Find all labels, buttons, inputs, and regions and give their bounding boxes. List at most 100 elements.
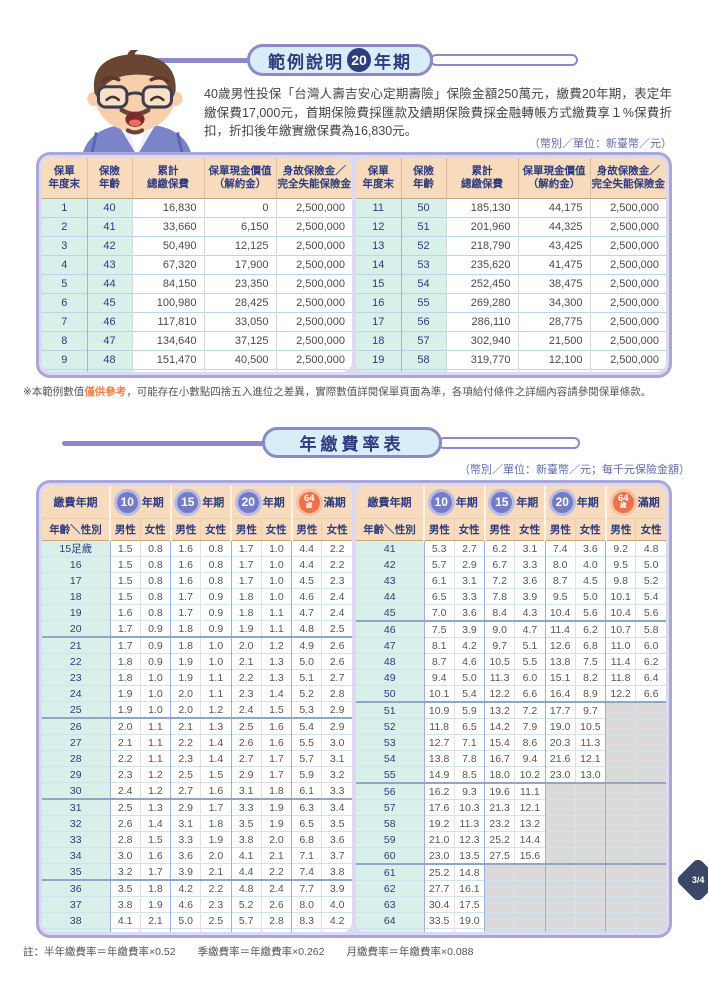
age-cell: 15足歲: [42, 540, 110, 557]
rate-row: 53 12.7 7.1 15.4 8.6 20.3 11.3: [356, 734, 666, 751]
rate-cell: 4.4: [290, 556, 322, 573]
rate-cell: 10.5: [574, 718, 606, 735]
age-cell: 26: [42, 717, 110, 735]
cash-value-cell: 44,325: [517, 217, 590, 237]
rate-cell: 1.7: [139, 863, 171, 881]
age-cell: 44: [356, 588, 424, 605]
policy-year-cell: 4: [42, 255, 87, 275]
rate-cell: 12.1: [514, 799, 545, 816]
rate-cell: 1.7: [169, 604, 201, 621]
rate-cell: 1.8: [230, 588, 262, 605]
insured-age-cell: 42: [86, 236, 132, 256]
example-section-title: 範例說明 20 年期: [247, 44, 433, 76]
rate-cell: 9.7: [483, 637, 515, 654]
rate-cell: [574, 928, 606, 932]
rate-cell: 2.4: [321, 604, 352, 621]
cumulative-premium-cell: 218,790: [445, 236, 518, 256]
death-benefit-cell: 2,500,000: [275, 217, 352, 237]
rate-cell: [544, 928, 576, 932]
gender-header: 男性: [543, 518, 576, 541]
age-cell: 30: [42, 782, 110, 800]
rate-cell: [544, 847, 576, 865]
age-cell: 57: [356, 799, 424, 816]
rate-cell: 1.1: [139, 734, 171, 751]
age-cell: 48: [356, 653, 424, 670]
page-number-badge: 3/4: [675, 857, 708, 903]
rate-cell: 1.8: [169, 636, 201, 654]
rate-cell: 2.3: [230, 685, 262, 702]
rate-cell: 7.7: [290, 879, 322, 897]
rate-cell: [604, 734, 636, 751]
rate-cell: 6.1: [423, 572, 455, 589]
rate-cell: [635, 912, 666, 929]
rate-cell: 8.9: [574, 685, 606, 703]
age-cell: 43: [356, 572, 424, 589]
cumulative-premium-cell: 302,940: [445, 331, 518, 351]
rate-cell: 33.5: [423, 912, 455, 929]
rate-cell: 4.4: [290, 540, 322, 557]
example-row: 13 52 218,790 43,425 2,500,000: [356, 236, 666, 256]
rate-cell: 8.7: [423, 653, 455, 670]
rate-cell: [544, 831, 576, 848]
rate-cell: 1.5: [200, 766, 231, 783]
rate-cell: 5.5: [514, 653, 545, 670]
rate-cell: 1.0: [200, 636, 231, 654]
death-benefit-cell: 2,500,000: [275, 331, 352, 351]
rate-cell: 2.4: [260, 879, 292, 897]
rate-cell: 4.8: [230, 879, 262, 897]
example-table: 保單 年度末 保險 年齡 累計 總繳保費 保單現金價值 （解約金） 身故保險金／ 完全失能保險金 1…: [356, 158, 666, 372]
gender-header: 男性: [290, 518, 322, 541]
rate-cell: 2.2: [260, 863, 292, 881]
term-header: 15 年期: [169, 486, 231, 519]
rate-cell: 2.0: [260, 831, 292, 848]
rate-cell: 6.0: [635, 637, 666, 654]
age-cell: 24: [42, 685, 110, 702]
policy-year-cell: 7: [42, 312, 87, 332]
example-row: 9 48 151,470 40,500 2,500,000: [42, 350, 352, 370]
rate-row: 54 13.8 7.8 16.7 9.4 21.6 12.1: [356, 750, 666, 767]
rate-cell: 11.4: [544, 620, 576, 638]
rate-cell: 2.1: [230, 653, 262, 670]
insured-age-cell: 52: [400, 236, 446, 256]
cash-value-cell: 0: [517, 369, 590, 372]
rate-cell: 13.8: [423, 750, 455, 767]
example-col-header: 保單現金價值 （解約金）: [517, 158, 590, 199]
rate-cell: 13.2: [514, 815, 545, 832]
term-header: 64 歲滿期: [290, 486, 352, 519]
rate-cell: [574, 782, 606, 800]
rate-cell: 5.0: [453, 669, 485, 686]
rate-cell: 4.7: [290, 604, 322, 621]
rate-cell: 1.4: [200, 750, 231, 767]
rate-cell: 8.6: [290, 928, 322, 932]
rate-row: 61 25.2 14.8: [356, 863, 666, 881]
rate-cell: 7.4: [290, 863, 322, 881]
rate-cell: 1.0: [260, 540, 292, 557]
rate-cell: 1.4: [200, 734, 231, 751]
example-col-header: 身故保險金／ 完全失能保險金: [275, 158, 352, 199]
rate-cell: 5.7: [290, 750, 322, 767]
rate-cell: 4.6: [290, 588, 322, 605]
gender-header: 男性: [422, 518, 455, 541]
rate-cell: 2.3: [109, 766, 141, 783]
rate-cell: 0.9: [200, 620, 231, 638]
rate-cell: 4.5: [290, 572, 322, 589]
rate-cell: 3.5: [109, 879, 141, 897]
example-row: 14 53 235,620 41,475 2,500,000: [356, 255, 666, 275]
rate-cell: 7.4: [544, 540, 576, 557]
rate-cell: 1.7: [169, 588, 201, 605]
rate-cell: 1.8: [139, 879, 171, 897]
rate-cell: [574, 815, 606, 832]
policy-year-cell: 18: [356, 331, 401, 351]
rate-cell: [604, 750, 636, 767]
rate-cell: 8.5: [453, 766, 485, 784]
policy-year-cell: 16: [356, 293, 401, 313]
rate-row: 62 27.7 16.1: [356, 880, 666, 897]
example-table-left: 保單 年度末 保險 年齡 累計 總繳保費 保單現金價值 （解約金） 身故保險金／ 完全失能保險金 1…: [42, 158, 352, 372]
example-title-suffix: 年期: [374, 52, 412, 72]
cash-value-cell: 40,500: [203, 350, 276, 370]
rate-row: 19 1.6 0.8 1.7 0.9 1.8 1.1 4.7 2.4: [42, 604, 352, 621]
rate-row: 30 2.4 1.2 2.7 1.6 3.1 1.8 6.1 3.3: [42, 782, 352, 800]
rate-cell: 1.5: [109, 572, 141, 589]
rate-cell: 2.7: [230, 750, 262, 767]
